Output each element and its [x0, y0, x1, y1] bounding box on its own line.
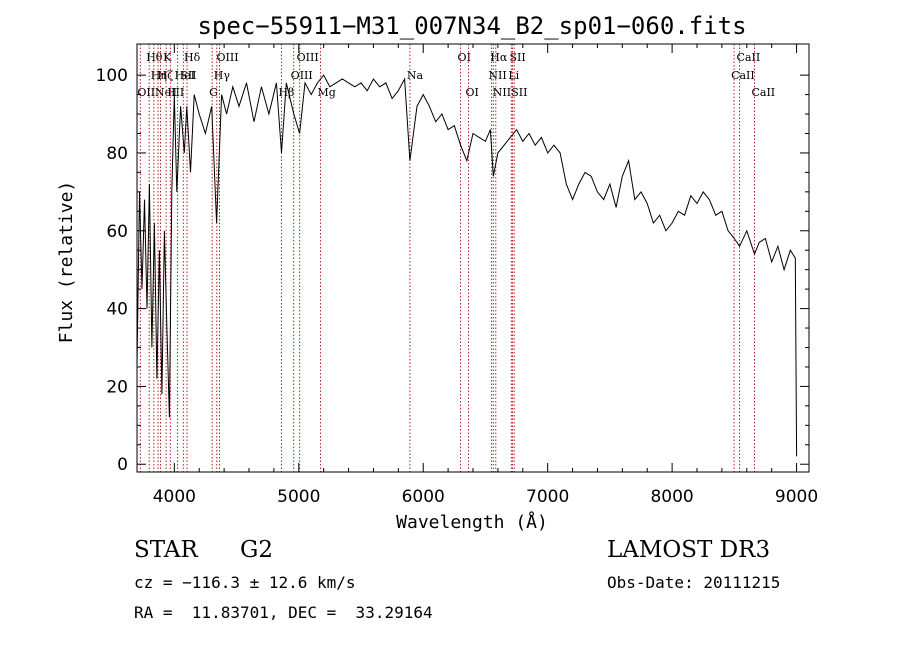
x-tick-label-1: 5000 — [277, 487, 320, 507]
spectral-line-label-3: NeIII — [155, 86, 184, 99]
spectral-line-label-11: Hγ — [214, 69, 231, 82]
observation-date: Obs-Date: 20111215 — [607, 573, 781, 592]
spectral-line-label-1: Hθ — [146, 51, 163, 64]
x-tick-label-0: 4000 — [153, 487, 196, 507]
y-tick-label-0: 0 — [117, 455, 128, 475]
object-class: STAR — [134, 537, 198, 563]
spectral-line-label-4: Hζ — [158, 69, 174, 82]
x-tick-label-3: 7000 — [526, 487, 569, 507]
spectral-line-label-25: SII — [511, 86, 527, 99]
x-tick-label-4: 8000 — [650, 487, 693, 507]
spectral-line-label-7: HeI — [175, 69, 195, 82]
x-axis-label: Wavelength (Å) — [396, 511, 548, 533]
spectral-line-markers: OIIHθHηNeIIIHζKHHeISIIHδGHγOIIIHβOIIIOII… — [137, 44, 775, 472]
spectral-line-label-10: G — [209, 86, 218, 99]
spectral-line-label-18: OI — [458, 51, 471, 64]
sky-coordinates: RA = 11.83701, DEC = 33.29164 — [134, 603, 433, 622]
x-tick-label-2: 6000 — [402, 487, 445, 507]
spectral-line-label-27: CaII — [737, 51, 761, 64]
spectral-line-label-2: Hη — [151, 69, 167, 82]
y-tick-label-5: 100 — [96, 66, 128, 86]
chart-title: spec−55911−M31_007N34_B2_sp01−060.fits — [197, 12, 746, 40]
y-tick-label-2: 40 — [106, 300, 128, 320]
spectral-line-label-20: NII — [488, 69, 506, 82]
x-tick-label-5: 9000 — [775, 487, 818, 507]
spectral-line-label-9: Hδ — [184, 51, 201, 64]
spectral-line-label-15: OIII — [297, 51, 319, 64]
spectral-line-label-24: SII — [509, 51, 525, 64]
spectral-line-label-14: OIII — [291, 69, 313, 82]
y-tick-label-1: 20 — [106, 377, 128, 397]
object-subclass: G2 — [240, 537, 274, 563]
spectral-line-label-0: OII — [137, 86, 155, 99]
spectral-line-label-6: H — [167, 86, 177, 99]
redshift-velocity: cz = −116.3 ± 12.6 km/s — [134, 573, 356, 592]
y-axis-label: Flux (relative) — [56, 181, 77, 344]
spectral-line-label-26: CaII — [731, 69, 755, 82]
plot-frame — [136, 43, 810, 473]
spectral-line-label-13: Hβ — [278, 86, 294, 99]
survey-name: LAMOST DR3 — [607, 537, 771, 563]
y-tick-label-4: 80 — [106, 144, 128, 164]
spectral-line-label-28: CaII — [751, 86, 775, 99]
flux-series-line — [136, 74, 798, 457]
spectral-line-label-12: OIII — [217, 51, 239, 64]
axis-ticks: 4000 5000 6000 7000 8000 9000 0 20 40 60 80 100 — [96, 44, 818, 507]
spectral-line-label-21: Hα — [490, 51, 508, 64]
spectral-line-label-22: NII — [493, 86, 511, 99]
spectral-line-label-16: Mg — [318, 86, 336, 99]
spectral-line-label-8: SII — [180, 69, 196, 82]
spectral-line-label-19: OI — [466, 86, 479, 99]
spectral-line-label-5: K — [163, 51, 172, 64]
spectral-line-label-17: Na — [407, 69, 424, 82]
y-tick-label-3: 60 — [106, 222, 128, 242]
